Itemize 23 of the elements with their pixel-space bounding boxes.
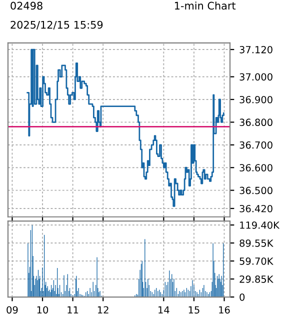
y-tick-label: 89.55K — [240, 239, 274, 247]
chart-subtitle: 2025/12/15 15:59 — [10, 20, 103, 30]
y-tick-label: 0 — [240, 293, 245, 301]
y-tick-label: 36.900 — [240, 96, 272, 104]
y-tick-label: 37.120 — [240, 46, 272, 54]
y-tick-label: 36.600 — [240, 164, 272, 172]
text: 1-min Chart — [174, 2, 236, 10]
x-tick-label: 14 — [158, 306, 170, 314]
x-tick-label: 10 — [37, 306, 48, 314]
y-tick-label: 36.700 — [240, 141, 272, 149]
y-tick-label: 36.500 — [240, 186, 272, 194]
x-tick-label: 12 — [98, 306, 108, 314]
chart-title: 02498 — [10, 2, 42, 10]
x-tick-label: 11 — [68, 306, 78, 314]
y-tick-label: 29.85K — [240, 275, 274, 283]
x-tick-label: 09 — [6, 306, 18, 314]
y-tick-label: 36.800 — [240, 118, 272, 126]
y-tick-label: 37.000 — [240, 73, 272, 81]
x-tick-label: 16 — [219, 306, 230, 314]
y-tick-label: 119.40K — [240, 221, 280, 229]
y-tick-label: 59.70K — [240, 257, 274, 265]
x-tick-label: 15 — [188, 306, 200, 314]
y-tick-label: 36.420 — [240, 204, 272, 212]
